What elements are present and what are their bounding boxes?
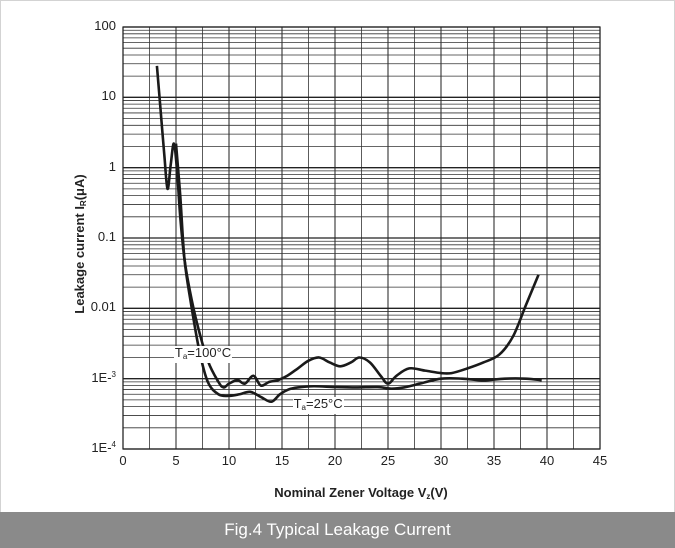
x-axis-title: Nominal Zener Voltage Vz(V) (274, 485, 448, 501)
curve-label-1: Ta=100°C (173, 345, 233, 364)
chart-svg (122, 26, 601, 450)
y-tick-label: 1 (108, 158, 116, 174)
series-layer (155, 65, 542, 404)
x-tick-label: 0 (119, 453, 127, 468)
x-tick-label: 25 (380, 453, 396, 468)
y-tick-label: 1E-3 (91, 369, 116, 385)
plot-frame (122, 26, 601, 450)
figure-caption: Fig.4 Typical Leakage Current (0, 512, 675, 548)
x-tick-label: 20 (327, 453, 343, 468)
x-tick-label: 35 (486, 453, 502, 468)
y-tick-label: 10 (101, 88, 116, 104)
x-tick-label: 40 (539, 453, 555, 468)
curve-label-2: Ta=25°C (292, 396, 344, 415)
x-tick-label: 5 (172, 453, 180, 468)
x-tick-label: 15 (274, 453, 290, 468)
y-axis-title: Leakage current IR(μA) (72, 174, 88, 314)
x-tick-label: 45 (592, 453, 608, 468)
series-line-2 (174, 143, 542, 404)
x-tick-label: 10 (221, 453, 237, 468)
y-tick-label: 0.01 (90, 299, 116, 315)
y-tick-label: 100 (94, 18, 116, 33)
series-line-1 (155, 65, 540, 389)
y-tick-label: 1E-4 (91, 440, 116, 455)
x-tick-label: 30 (433, 453, 449, 468)
y-tick-label: 0.1 (97, 229, 116, 244)
chart-area: Leakage current IR(μA) Nominal Zener Vol… (72, 18, 608, 501)
